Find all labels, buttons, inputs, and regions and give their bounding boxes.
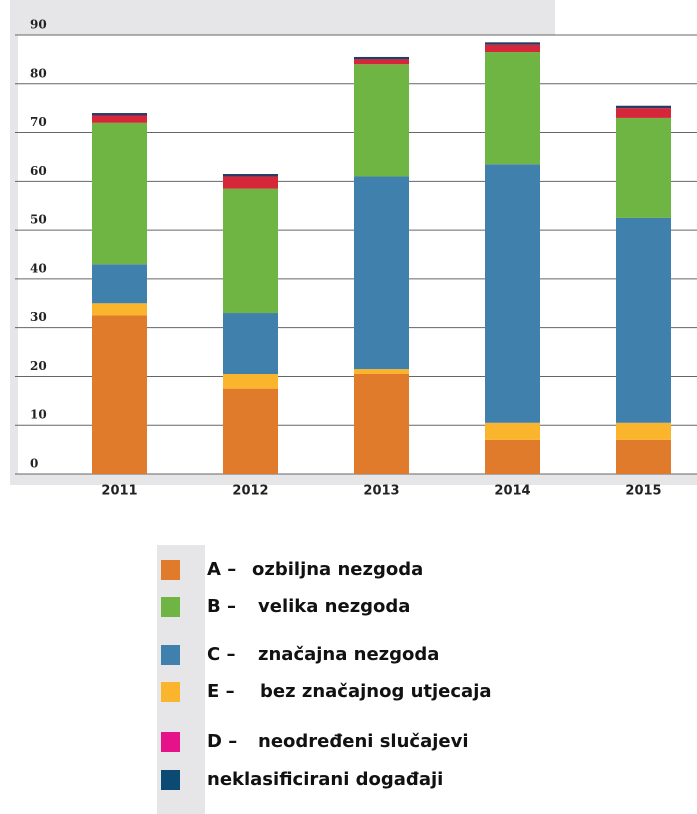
legend-label: ozbiljna nezgoda	[252, 559, 423, 580]
bar-segment	[616, 217, 671, 423]
x-axis-band	[10, 474, 697, 485]
legend-swatch	[161, 560, 180, 580]
legend-swatch	[161, 770, 180, 790]
legend-label: velika nezgoda	[258, 596, 410, 617]
header-band	[10, 0, 555, 35]
y-tick-label: 10	[30, 408, 47, 422]
legend-code: A –	[207, 559, 236, 580]
bar-segment	[92, 303, 147, 316]
bar-segment	[223, 313, 278, 375]
bar-segment	[92, 315, 147, 474]
legend-label: neklasificirani događaji	[207, 769, 443, 790]
bar-segment	[92, 115, 147, 123]
bar-segment	[616, 108, 671, 118]
legend-label: bez značajnog utjecaja	[260, 681, 492, 702]
bar-segment	[223, 176, 278, 189]
bar-segment	[485, 42, 540, 45]
bar-segment	[354, 59, 409, 65]
bar-segment	[485, 422, 540, 440]
bar-segment	[354, 374, 409, 474]
y-tick-label: 60	[30, 164, 47, 178]
y-tick-label: 30	[30, 310, 47, 324]
y-tick-label: 70	[30, 115, 47, 129]
bar-segment	[92, 122, 147, 265]
legend-label: neodređeni slučajevi	[258, 731, 469, 752]
x-tick-label: 2012	[232, 484, 268, 499]
legend-code: D –	[207, 731, 237, 752]
left-band	[10, 0, 18, 484]
legend-band	[157, 545, 205, 814]
legend-code: B –	[207, 596, 236, 617]
legend-code: E –	[207, 681, 235, 702]
bar-segment	[354, 176, 409, 370]
x-tick-label: 2014	[494, 484, 530, 499]
y-tick-label: 90	[30, 18, 47, 32]
bar-segment	[223, 388, 278, 474]
bar-segment	[485, 52, 540, 165]
bar-segment	[223, 374, 278, 389]
legend-swatch	[161, 597, 180, 617]
legend-code: C –	[207, 644, 235, 665]
y-tick-label: 80	[30, 66, 47, 80]
x-tick-label: 2013	[363, 484, 399, 499]
x-tick-label: 2011	[101, 484, 137, 499]
y-tick-label: 20	[30, 359, 47, 373]
bar-segment	[616, 439, 671, 474]
bar-segment	[616, 422, 671, 440]
bar-segment	[223, 188, 278, 314]
bar-segment	[92, 264, 147, 304]
x-tick-label: 2015	[625, 484, 661, 499]
legend-label: značajna nezgoda	[258, 644, 439, 665]
bar-segment	[485, 439, 540, 474]
bar-segment	[354, 64, 409, 177]
bar-segment	[616, 105, 671, 109]
bar-segment	[354, 56, 409, 60]
bar-segment	[92, 113, 147, 116]
y-tick-label: 40	[30, 261, 47, 275]
legend-swatch	[161, 645, 180, 665]
y-tick-label: 0	[30, 457, 38, 471]
y-tick-label: 50	[30, 213, 47, 227]
legend-swatch	[161, 732, 180, 752]
bar-segment	[485, 44, 540, 53]
bar-segment	[485, 164, 540, 423]
bar-segment	[354, 369, 409, 375]
bar-segment	[616, 117, 671, 218]
bar-segment	[223, 174, 278, 177]
legend-swatch	[161, 682, 180, 702]
